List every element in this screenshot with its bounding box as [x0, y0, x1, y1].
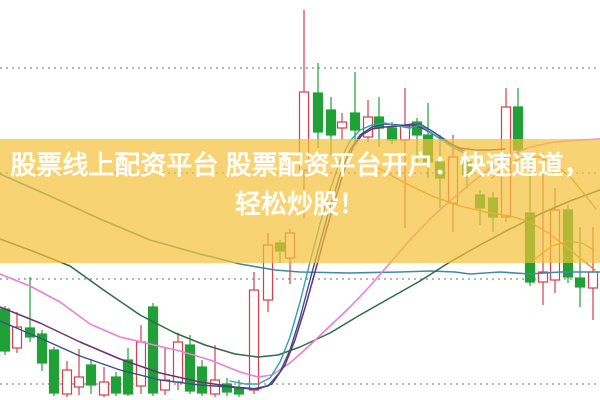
candle-body-down	[574, 277, 586, 288]
candle-body-up	[537, 271, 549, 283]
candle-body-down	[196, 366, 208, 394]
candle-body-down	[147, 306, 159, 394]
candle-body-down	[221, 383, 233, 393]
candle-body-down	[48, 349, 60, 394]
candle-body-down	[0, 308, 11, 352]
candle-body-up	[11, 326, 23, 349]
candle-body-down	[233, 387, 245, 395]
candle-body-down	[312, 92, 324, 133]
candle-body-down	[122, 359, 134, 395]
candle-body-up	[336, 121, 348, 129]
candle-body-down	[36, 333, 48, 364]
candle-body-up	[61, 369, 73, 395]
candle-body-down	[184, 344, 196, 392]
candle-body-down	[349, 112, 361, 131]
candle-body-up	[248, 289, 260, 391]
candle-body-down	[325, 109, 337, 136]
candle-body-down	[85, 364, 97, 386]
promo-line-1: 股票线上配资平台 股票配资平台开户：快速通道，	[10, 150, 590, 180]
candle-body-up	[209, 379, 221, 395]
candle-body-down	[110, 376, 122, 394]
promo-text-block: 股票线上配资平台 股票配资平台开户：快速通道， 轻松炒股！	[0, 146, 600, 224]
promo-line-2: 轻松炒股！	[234, 189, 365, 219]
candle-body-up	[98, 381, 110, 396]
candle-body-up	[135, 341, 147, 387]
candle-body-up	[73, 376, 85, 388]
candle-body-up	[587, 271, 599, 289]
promo-banner	[0, 139, 600, 263]
